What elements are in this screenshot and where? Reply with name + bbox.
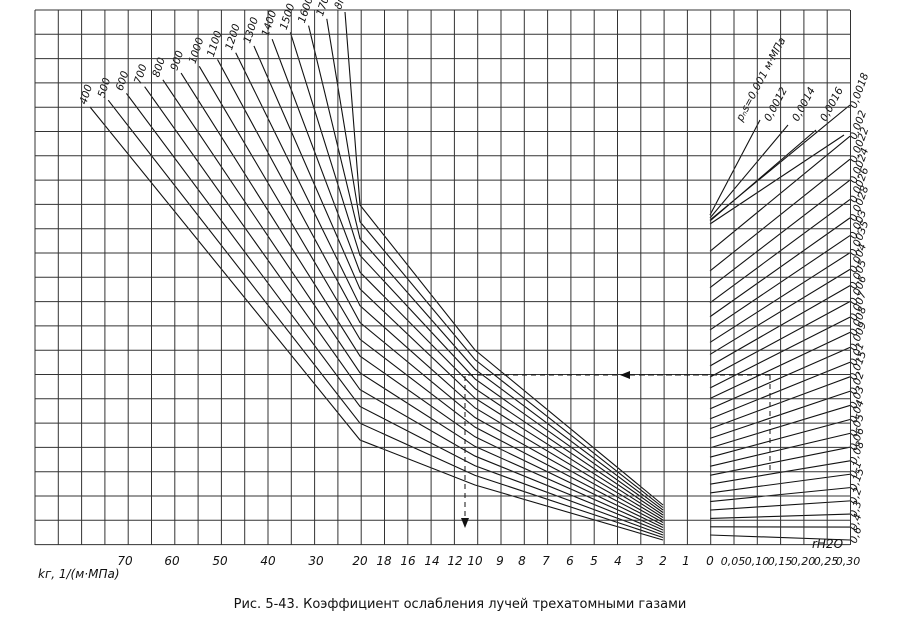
ps-line [709, 158, 851, 272]
x-tick-label: 18 [376, 554, 392, 568]
x-tick-label: 30 [308, 554, 324, 568]
ps-line [709, 268, 851, 355]
temperature-label: 1400 [260, 9, 280, 38]
temperature-curve [89, 106, 664, 541]
x-tick-label: 70 [117, 554, 133, 568]
x-tick-label: 0 [706, 554, 714, 568]
r-tick-label: 0,15 [768, 555, 793, 568]
temperature-label: ϑг=1800°C [332, 0, 362, 11]
ps-line [709, 119, 761, 216]
ps-line [709, 513, 851, 520]
temperature-label: 1500 [278, 2, 298, 31]
temperature-label: 1000 [187, 36, 207, 65]
temperature-label: 1600 [296, 0, 316, 24]
temperature-label: 700 [132, 62, 150, 85]
x-tick-label: 10 [467, 554, 483, 568]
x-tick-label: 20 [352, 554, 368, 568]
temperature-curve [180, 72, 664, 528]
ps-line [709, 487, 851, 503]
ps-line [709, 134, 845, 225]
x-tick-label: 9 [496, 554, 504, 568]
ps-line [709, 418, 851, 458]
ps-line [709, 473, 851, 494]
x-tick-label: 5 [590, 554, 598, 568]
x-tick-label: 60 [164, 554, 180, 568]
temperature-curve [217, 59, 664, 523]
ps-line [709, 404, 851, 449]
ps-line [709, 446, 851, 476]
x-tick-label: 14 [424, 554, 439, 568]
temperature-curve [344, 11, 664, 506]
temperature-curve [253, 45, 664, 518]
x-tick-label: 16 [400, 554, 416, 568]
ps-line [709, 316, 851, 389]
ps-line [709, 500, 851, 511]
temperature-label: 400 [77, 83, 95, 106]
x-tick-label: 3 [636, 554, 644, 568]
ps-line [709, 217, 851, 318]
ps-line [709, 235, 851, 331]
temperature-curve [162, 79, 664, 531]
r-tick-label: 0,30 [836, 555, 861, 568]
ps-line [709, 124, 789, 219]
x-tick-label: 40 [260, 554, 276, 568]
temperature-label: 800 [150, 56, 168, 79]
ps-line [709, 390, 851, 439]
caption: Рис. 5-43. Коэффициент ослабления лучей … [234, 597, 687, 612]
ps-label: 0,6 [848, 525, 865, 545]
ps-line [709, 460, 851, 485]
ps-line [709, 361, 851, 420]
temperature-curve [198, 66, 664, 526]
x-tick-label: 6 [566, 554, 574, 568]
ps-line [709, 301, 851, 378]
example-path [464, 374, 771, 520]
ps-line [709, 198, 851, 304]
r-tick-label: 0,05 [721, 555, 746, 568]
ps-line [709, 534, 851, 541]
x-tick-label: 8 [518, 554, 526, 568]
ps-line [709, 432, 851, 467]
temperature-curve [144, 86, 664, 534]
temperature-curve [235, 52, 664, 521]
temperature-curve [125, 93, 664, 536]
x-tick-label: 4 [614, 554, 622, 568]
ps-line [709, 104, 851, 221]
ps-label: 0,1 [848, 459, 865, 479]
temperature-label: 600 [114, 69, 132, 92]
temperature-curve [107, 99, 664, 539]
x-tick-label: 1 [682, 554, 690, 568]
x-tick-label: 2 [659, 554, 667, 568]
r-tick-label: 0,25 [814, 555, 839, 568]
temperature-curve [289, 32, 664, 513]
temperature-curve [326, 18, 664, 508]
x-tick-label: 7 [542, 554, 550, 568]
ps-line [709, 252, 851, 343]
ps-line [709, 376, 851, 430]
x-tick-label: 50 [212, 554, 228, 568]
temperature-label: 900 [169, 49, 187, 72]
temperature-label: 1700 [314, 0, 334, 18]
ps-label: 0,2 [848, 486, 865, 506]
ps-top-label: 0,0012 [762, 85, 790, 123]
x-tick-label: 12 [447, 554, 462, 568]
r-tick-label: 0,10 [745, 555, 770, 568]
ps-label: 0,4 [848, 512, 865, 532]
temperature-curve [308, 25, 664, 511]
r-label: rH2O [812, 537, 843, 551]
ps-top-label: 0,0016 [818, 85, 846, 123]
temperature-label: 1200 [223, 22, 243, 51]
ps-line [709, 179, 851, 289]
y-label: kг, 1/(м·МПа) [38, 567, 120, 581]
ps-label: 0,0018 [848, 71, 872, 110]
ps-line [709, 331, 851, 400]
r-tick-label: 0,20 [791, 555, 816, 568]
ps-line [709, 346, 851, 410]
ps-label: 0,3 [848, 499, 865, 519]
